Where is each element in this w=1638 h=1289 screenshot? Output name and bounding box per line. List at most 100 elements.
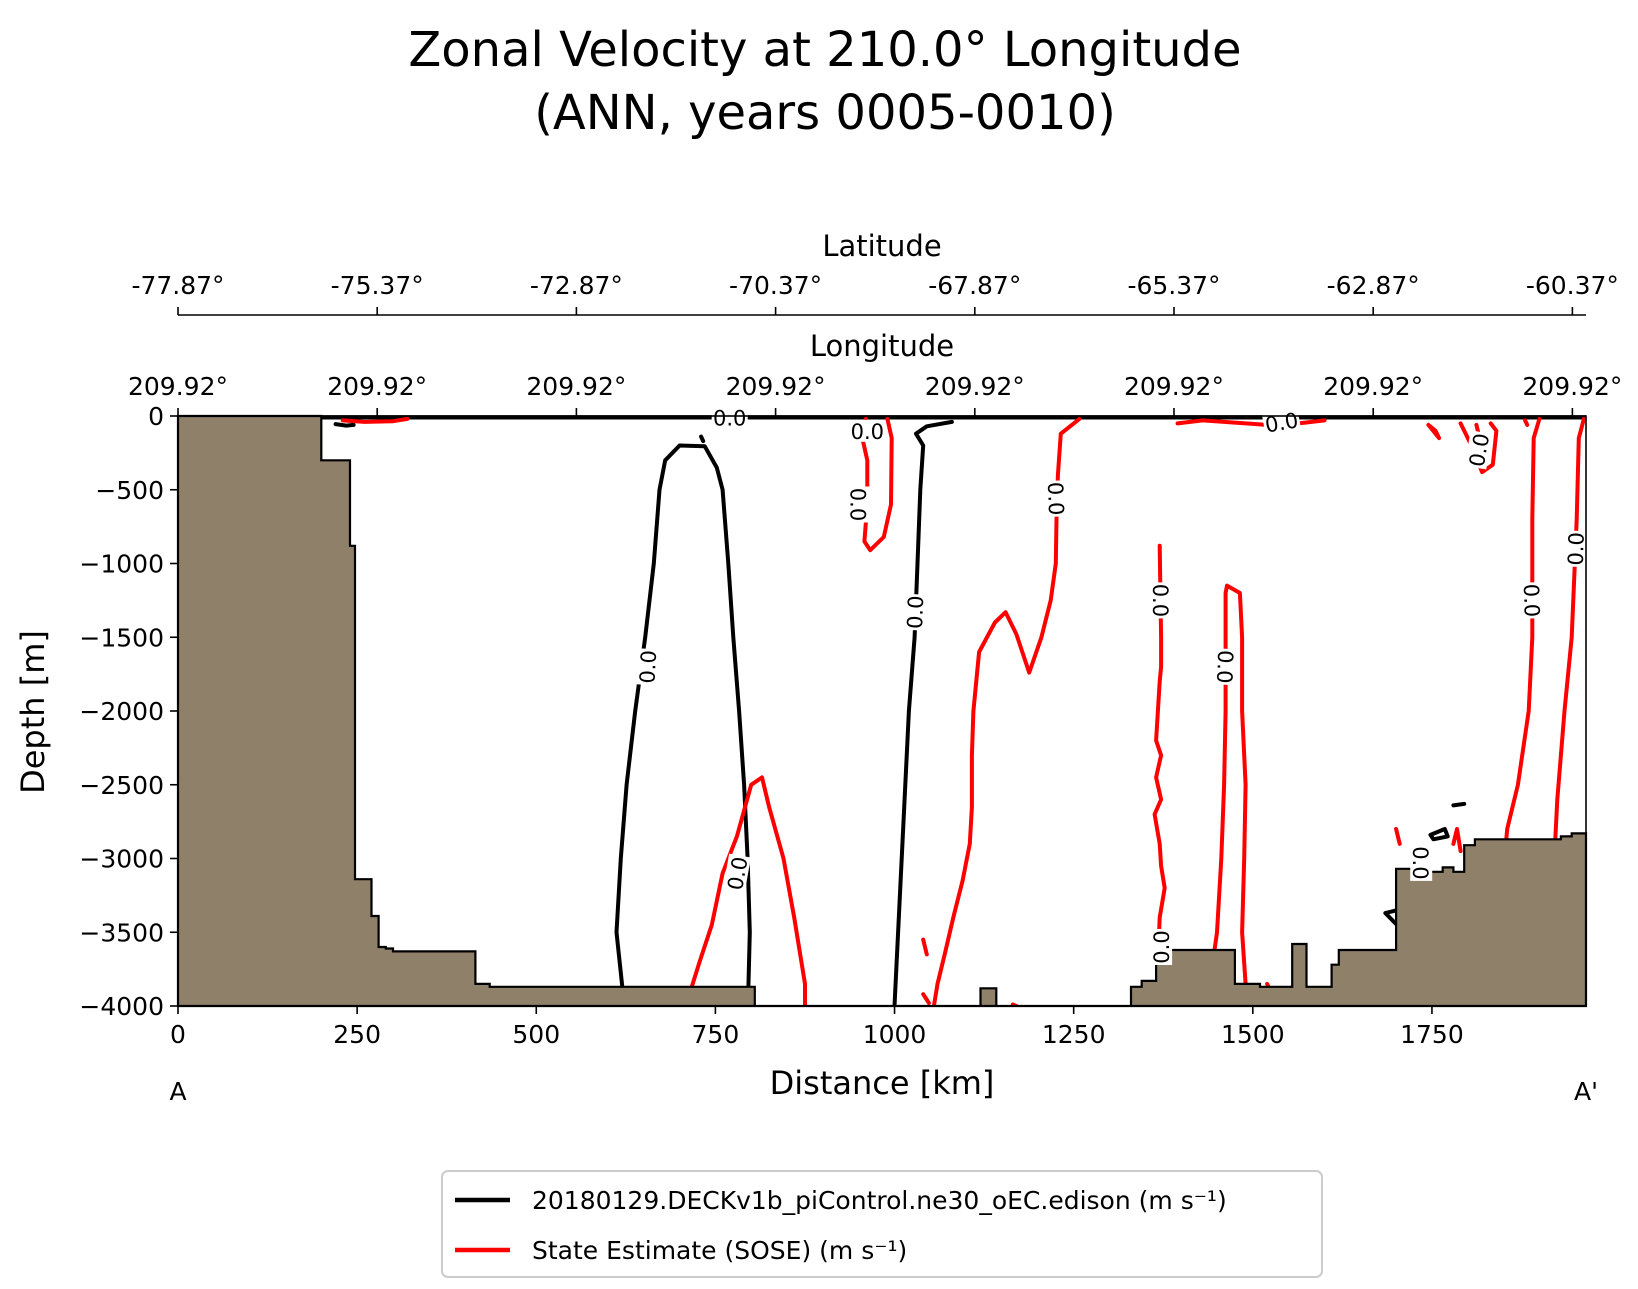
legend-sose-name: State Estimate (SOSE) — [532, 1236, 811, 1265]
legend-model-units: m s⁻¹ — [1148, 1186, 1217, 1215]
contour-label: 0.0 — [1043, 482, 1068, 516]
contour-label: 0.0 — [1148, 584, 1172, 617]
x-tick-label: 0 — [170, 1020, 186, 1049]
contour-model-7 — [1451, 801, 1467, 808]
contour-label: 0.0 — [1564, 532, 1589, 566]
contour-sose-15 — [1551, 416, 1586, 871]
legend-sose-units: m s⁻¹ — [829, 1236, 898, 1265]
y-axis: 0 −500 −1000 −1500 −2000 −2500 −3000 −3500 −4000 — [79, 402, 178, 1021]
contour-sose-14 — [1501, 416, 1542, 871]
y-tick-label: −3000 — [79, 845, 164, 874]
contour-label-group-7: 0.0 — [1212, 648, 1238, 686]
secondary-tick-label: -75.37° — [331, 271, 424, 300]
contour-label-group-2: 0.0 — [711, 406, 748, 431]
x-tick-label: 1500 — [1221, 1020, 1285, 1049]
contour-label-bg — [1520, 582, 1544, 619]
contour-label: 0.0 — [1150, 930, 1174, 963]
y-tick-label: −4000 — [79, 992, 164, 1021]
contour-model-2 — [699, 434, 706, 444]
contour-sose-18 — [1451, 827, 1463, 854]
secondary-tick-label: 209.92° — [1522, 372, 1622, 401]
contour-label-bg — [1150, 929, 1173, 965]
contour-label-bg — [1213, 648, 1238, 686]
secondary-tick-label: 209.92° — [1124, 372, 1224, 401]
y-tick-label: −2000 — [79, 697, 164, 726]
x-tick-label: 1750 — [1400, 1020, 1464, 1049]
secondary-tick-label: -65.37° — [1127, 271, 1220, 300]
contour-sose-8 — [1207, 583, 1250, 1006]
latitude-axis-label: Latitude — [822, 229, 941, 263]
secondary-tick-label: 209.92° — [128, 372, 228, 401]
contour-label-bg — [722, 853, 751, 893]
bathymetry-fill — [176, 414, 1588, 1008]
secondary-tick-label: 209.92° — [327, 372, 427, 401]
legend-model-name: 20180129.DECKv1b_piControl.ne30_oEC.edis… — [532, 1186, 1131, 1215]
contour-model-3 — [333, 422, 356, 428]
contour-label-group-3: 0.0 — [846, 486, 870, 523]
contour-label: 0.0 — [903, 595, 928, 629]
contour-label-bg — [1044, 480, 1069, 517]
chart-title-line2: (ANN, years 0005-0010) — [534, 85, 1116, 141]
plot-background — [178, 416, 1586, 1006]
contour-label: 0.0 — [635, 650, 661, 685]
contour-label: 0.0 — [851, 420, 884, 444]
x-tick-label: 250 — [333, 1020, 381, 1049]
secondary-tick-label: -72.87° — [530, 271, 623, 300]
secondary-tick-label: 209.92° — [1323, 372, 1423, 401]
contour-label: 0.0 — [1212, 650, 1237, 684]
contour-label-group-10: 0.0 — [1464, 430, 1494, 470]
contour-label: 0.0 — [846, 488, 870, 521]
contour-label-bg — [1410, 844, 1433, 881]
x-tick-label: 1250 — [1042, 1020, 1106, 1049]
x-axis: 0 250 500 750 1000 1250 1500 1750 — [170, 1006, 1464, 1049]
contour-label-group-12: 0.0 — [1563, 530, 1589, 568]
chart-title-line1: Zonal Velocity at 210.0° Longitude — [408, 22, 1241, 78]
contour-label-group-6: 0.0 — [1148, 582, 1173, 619]
y-tick-label: −1000 — [79, 550, 164, 579]
contour-label-bg — [1464, 430, 1493, 470]
contour-sose-10 — [1426, 422, 1442, 441]
secondary-tick-label: -77.87° — [131, 271, 224, 300]
contour-sose-6 — [931, 416, 1082, 1006]
contour-sose-5 — [921, 992, 931, 1005]
contour-label-bg — [635, 648, 660, 686]
contour-label-group-1: 0.0 — [902, 593, 928, 631]
secondary-tick-label: -70.37° — [729, 271, 822, 300]
contour-label-bg — [711, 406, 748, 429]
section-start-label: A — [169, 1077, 186, 1106]
latitude-axis: -77.87° -75.37° -72.87° -70.37° -67.87° -65.3… — [131, 271, 1619, 316]
contour-label: 0.0 — [1465, 432, 1494, 469]
contour-label-group-11: 0.0 — [1519, 582, 1544, 619]
contour-label-group-9: 0.0 — [1261, 407, 1302, 438]
x-tick-label: 1000 — [863, 1020, 927, 1049]
legend-entry-model: 20180129.DECKv1b_piControl.ne30_oEC.edis… — [532, 1186, 1227, 1215]
contour-label-group-13: 0.0 — [722, 853, 753, 893]
secondary-tick-label: -60.37° — [1526, 271, 1619, 300]
x-axis-label: Distance [km] — [770, 1064, 995, 1102]
contour-label-bg — [849, 419, 886, 442]
contour-sose-3 — [860, 416, 894, 553]
contour-label: 0.0 — [1408, 846, 1432, 879]
y-tick-label: −3500 — [79, 918, 164, 947]
section-end-label: A' — [1574, 1077, 1598, 1106]
contour-sose-4 — [921, 937, 929, 957]
contour-label-group-8: 0.0 — [1150, 929, 1174, 965]
secondary-tick-label: 209.92° — [925, 372, 1025, 401]
contour-label-group-5: 0.0 — [1043, 480, 1069, 517]
contour-label-group-4: 0.0 — [849, 419, 886, 444]
contour-sose-0 — [340, 416, 410, 424]
legend-box — [441, 1170, 1323, 1278]
contour-label-bg — [1261, 407, 1302, 436]
legend-entry-sose: State Estimate (SOSE) (m s⁻¹) — [532, 1236, 907, 1265]
contour-sose-16 — [1394, 827, 1402, 846]
contour-label-bg — [1563, 530, 1587, 568]
contour-label: 0.0 — [723, 855, 752, 892]
contour-label: 0.0 — [713, 407, 746, 431]
legend: 20180129.DECKv1b_piControl.ne30_oEC.edis… — [441, 1170, 1323, 1278]
contour-label: 0.0 — [1263, 408, 1300, 437]
contour-label-bg — [902, 593, 927, 631]
secondary-tick-label: 209.92° — [526, 372, 626, 401]
longitude-axis-label: Longitude — [810, 329, 954, 363]
y-tick-label: −2500 — [79, 771, 164, 800]
contour-sose-13 — [1523, 418, 1530, 427]
